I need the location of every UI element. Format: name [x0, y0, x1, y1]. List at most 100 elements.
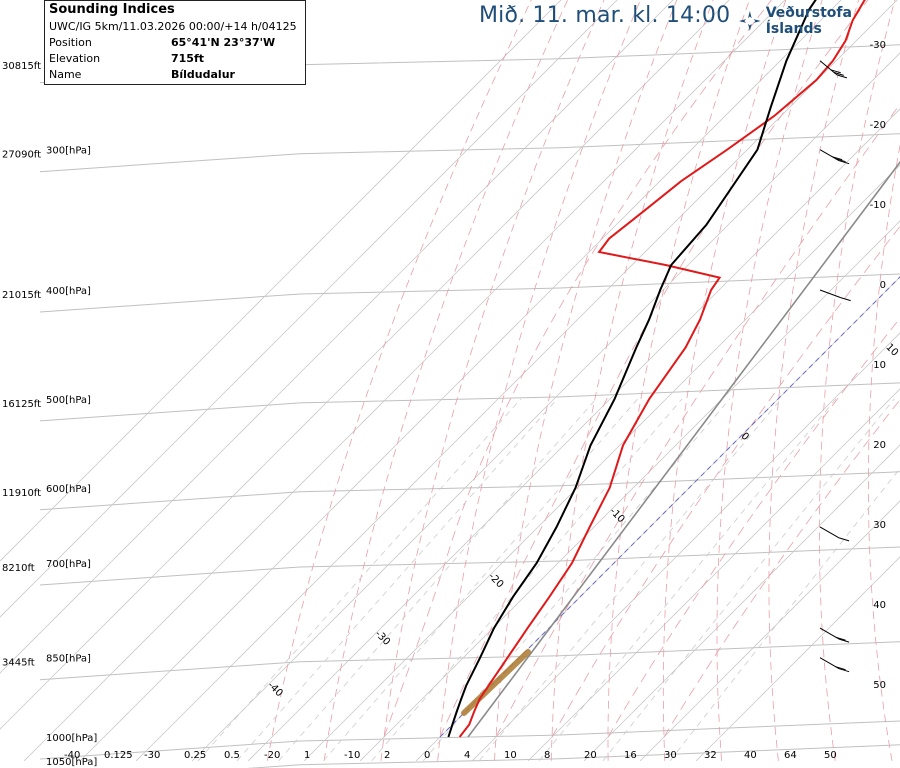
isobar: [246, 744, 900, 768]
isotherm: [303, 164, 900, 762]
wind-barb-flag: [836, 74, 848, 79]
mixing-ratio-line: [323, 398, 638, 762]
wind-barbs: [819, 60, 851, 673]
pressure-tick-label: 600[hPa]: [46, 484, 91, 495]
bottom-tick-label: 0: [424, 750, 430, 761]
info-key: Elevation: [49, 52, 101, 65]
isotherm: [135, 0, 898, 762]
isotherm: [191, 52, 900, 762]
dry-adiabat: [868, 143, 900, 761]
bottom-tick-label: 40: [744, 750, 757, 761]
info-value: Bíldudalur: [171, 68, 235, 81]
zero-isotherm: [439, 276, 900, 738]
wind-barb-flag: [838, 160, 850, 165]
isotherm: [359, 220, 900, 762]
sounding-indices-title: Sounding Indices: [49, 2, 175, 17]
dry-adiabat: [437, 0, 641, 761]
mixing-ratio-line: [538, 398, 837, 762]
right-tick-label: -10: [870, 200, 886, 211]
moist-adiabat: [439, 0, 869, 738]
bottom-tick-label: 4: [464, 750, 470, 761]
bottom-tick-label: 30: [664, 750, 677, 761]
pressure-tick-label: 400[hPa]: [46, 286, 91, 297]
moist-adiabat: [383, 0, 772, 738]
isotherm: [695, 556, 900, 762]
bottom-tick-label: 0.25: [184, 750, 206, 761]
parcel-line: [467, 160, 900, 738]
moist-adiabat: [663, 399, 900, 738]
info-key: Name: [49, 68, 82, 81]
right-tick-label: -20: [870, 120, 886, 131]
bottom-tick-label: 1: [304, 750, 310, 761]
isotherm: [23, 0, 786, 762]
isobar: [39, 546, 900, 586]
altitude-tick-label: 11910ft: [2, 488, 41, 499]
wind-barb-flag: [838, 638, 850, 643]
dry-adiabat: [323, 0, 569, 761]
isotherm: [471, 332, 900, 762]
pressure-tick-label: 500[hPa]: [46, 395, 91, 406]
wind-barb-flag: [830, 69, 841, 74]
forecast-datetime-title: Mið. 11. mar. kl. 14:00: [479, 3, 731, 28]
info-row-position: Position 65°41'N 23°37'W: [49, 35, 301, 51]
right-tick-label: 0: [880, 280, 886, 291]
isotherm: [639, 500, 900, 762]
wind-barb-flag: [838, 668, 850, 673]
sounding-indices-box: Sounding Indices UWC/IG 5km/11.03.2026 0…: [44, 0, 306, 85]
pressure-tick-label: 850[hPa]: [46, 654, 91, 665]
isobar: [39, 720, 900, 760]
bottom-tick-label: 0.5: [224, 750, 240, 761]
wind-barb-flag: [835, 636, 846, 641]
altitude-tick-label: 8210ft: [2, 563, 35, 574]
right-tick-label: -30: [870, 40, 886, 51]
bottom-tick-label: 50: [824, 750, 837, 761]
info-row-elevation: Elevation 715ft: [49, 51, 301, 67]
dewpoint-profile: [447, 0, 817, 738]
moist-adiabat: [551, 225, 900, 738]
wind-barb-flag: [832, 156, 843, 161]
isobar: [39, 471, 900, 511]
isotherm-label: 10: [883, 342, 900, 359]
chart-profiles: [447, 0, 900, 738]
bottom-tick-label: -20: [264, 750, 280, 761]
vedurstofa-logo[interactable]: Veðurstofa Íslands: [738, 5, 900, 37]
dry-adiabat: [607, 0, 750, 761]
mixing-ratio-line: [197, 398, 522, 762]
mixing-ratio-line: [236, 398, 558, 762]
wind-barb-flag: [838, 537, 850, 542]
wind-barb-flag: [835, 158, 846, 163]
pressure-tick-label: 1000[hPa]: [46, 733, 97, 744]
isotherm: [527, 388, 900, 762]
altitude-tick-label: 16125ft: [2, 399, 41, 410]
altitude-tick-label: 27090ft: [2, 150, 41, 161]
pressure-tick-label: 300[hPa]: [46, 146, 91, 157]
dry-adiabat: [266, 0, 532, 761]
isotherm: [247, 108, 900, 762]
info-key: Position: [49, 36, 92, 49]
altitude-tick-label: 30815ft: [2, 61, 41, 72]
bottom-tick-label: 16: [624, 750, 637, 761]
vedurstofa-logo-icon: [738, 10, 761, 32]
wind-barb-flag: [835, 666, 846, 671]
isotherm: [415, 276, 900, 762]
bottom-tick-label: -10: [344, 750, 360, 761]
bottom-tick-label: 32: [704, 750, 717, 761]
bottom-tick-label: 20: [584, 750, 597, 761]
isobar: [39, 641, 900, 681]
pressure-tick-label: 1050[hPa]: [46, 757, 97, 768]
altitude-tick-label: 3445ft: [2, 658, 35, 669]
isotherm-label: -30: [373, 629, 392, 648]
right-tick-label: 50: [873, 680, 886, 691]
bottom-tick-label: -30: [144, 750, 160, 761]
isotherm-label: 0: [738, 431, 750, 443]
moist-adiabat: [607, 317, 900, 738]
moist-adiabat: [495, 103, 900, 738]
dry-adiabat: [716, 0, 823, 761]
info-row-name: Name Bíldudalur: [49, 67, 301, 83]
isobar: [39, 382, 900, 422]
